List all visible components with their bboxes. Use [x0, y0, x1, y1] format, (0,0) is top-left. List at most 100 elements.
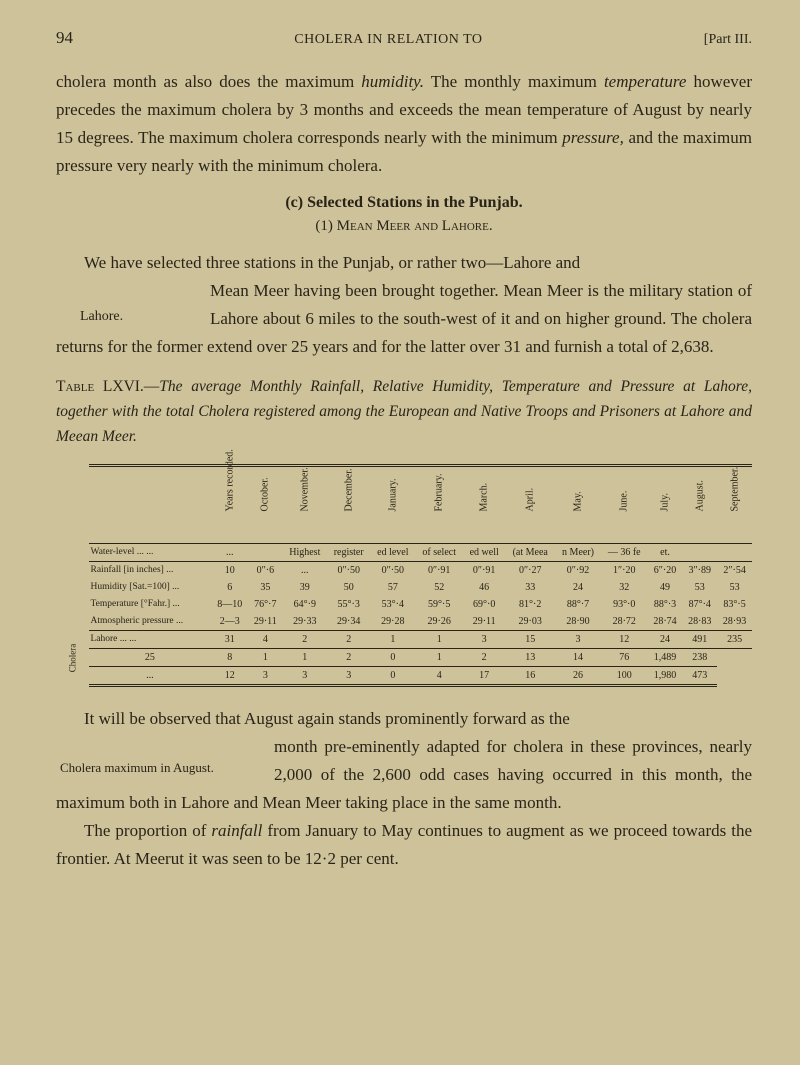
cell: 3	[327, 666, 370, 685]
cell: 76°·7	[248, 596, 282, 613]
cell: 6	[211, 579, 248, 596]
cell: 49	[648, 579, 683, 596]
cell: 53	[717, 579, 752, 596]
cell: 0	[370, 648, 415, 666]
cell: 0″·91	[415, 561, 463, 579]
col-may: May.	[555, 465, 601, 543]
cell: 52	[415, 579, 463, 596]
row-label: Water-level ... ...	[89, 543, 212, 561]
cell: 88°·3	[648, 596, 683, 613]
cell: ...	[89, 666, 212, 685]
col-jun: June.	[601, 465, 648, 543]
cell: 3	[248, 666, 282, 685]
cell: 238	[682, 648, 717, 666]
table-row: Humidity [Sat.=100] ...63539505752463324…	[56, 579, 752, 596]
section-c-heading: (c) Selected Stations in the Punjab.	[56, 194, 752, 212]
cell: 33	[505, 579, 555, 596]
italic-temperature: temperature	[604, 72, 686, 91]
cell: 14	[555, 648, 601, 666]
section-1-heading: (1) Mean Meer and Lahore.	[56, 218, 752, 235]
col-feb: February.	[415, 465, 463, 543]
cell: 26	[555, 666, 601, 685]
table-row: Rainfall [in inches] ...100″·6...0″·500″…	[56, 561, 752, 579]
table-row: 2581120121314761,489238	[56, 648, 752, 666]
cell: 10	[211, 561, 248, 579]
col-blank	[89, 465, 212, 543]
paragraph-3: It will be observed that August again st…	[56, 705, 752, 733]
cell: 29·33	[282, 613, 327, 631]
cell: 3″·89	[682, 561, 717, 579]
cell: 93°·0	[601, 596, 648, 613]
text: cholera month as also does the maximum	[56, 72, 361, 91]
cell: 3	[555, 630, 601, 648]
italic-humidity: humidity.	[361, 72, 424, 91]
cell: 29·03	[505, 613, 555, 631]
col-jan: January.	[370, 465, 415, 543]
cell: 28·90	[555, 613, 601, 631]
data-table: Years recorded. October. November. Decem…	[56, 464, 752, 687]
cell: 0″·6	[248, 561, 282, 579]
table-row: ...12333041716261001,980473	[56, 666, 752, 685]
col-dec: December.	[327, 465, 370, 543]
cell: 39	[282, 579, 327, 596]
cell: 15	[505, 630, 555, 648]
cell: 2	[463, 648, 505, 666]
cell: 1	[248, 648, 282, 666]
cell: 17	[463, 666, 505, 685]
cell: 1,980	[648, 666, 683, 685]
cell: 2	[282, 630, 327, 648]
margin-label-lahore: Lahore.	[80, 305, 200, 328]
cell: 1″·20	[601, 561, 648, 579]
cell: 1	[415, 648, 463, 666]
cell: 50	[327, 579, 370, 596]
cell: 29·11	[248, 613, 282, 631]
col-sep: September.	[717, 465, 752, 543]
cell: 83°·5	[717, 596, 752, 613]
cell: 0″·92	[555, 561, 601, 579]
cell: register	[327, 543, 370, 561]
cell: 24	[555, 579, 601, 596]
cell: 12	[211, 666, 248, 685]
cell: 0″·50	[327, 561, 370, 579]
table-row: Temperature [°Fahr.] ...8—1076°·764°·955…	[56, 596, 752, 613]
cell: 2	[327, 648, 370, 666]
cell	[717, 543, 752, 561]
cell: 8—10	[211, 596, 248, 613]
cell: — 36 fe	[601, 543, 648, 561]
paragraph-2-cont: Lahore. Mean Meer having been brought to…	[56, 277, 752, 361]
cell: 235	[717, 630, 752, 648]
cell: 3	[463, 630, 505, 648]
cell: 0″·91	[463, 561, 505, 579]
cell	[248, 543, 282, 561]
table-label: Table LXVI.—	[56, 378, 159, 395]
col-jul: July.	[648, 465, 683, 543]
cell: 53	[682, 579, 717, 596]
running-title: CHOLERA IN RELATION TO	[294, 32, 482, 48]
text: The proportion of	[84, 821, 211, 840]
cell: 32	[601, 579, 648, 596]
cell: 12	[601, 630, 648, 648]
table-row: Atmospheric pressure ...2—329·1129·3329·…	[56, 613, 752, 631]
cell: 29·28	[370, 613, 415, 631]
cell: 2″·54	[717, 561, 752, 579]
cell: 57	[370, 579, 415, 596]
cell: 55°·3	[327, 596, 370, 613]
cell: 59°·5	[415, 596, 463, 613]
table-caption: Table LXVI.—The average Monthly Rainfall…	[56, 375, 752, 449]
cell: of select	[415, 543, 463, 561]
cell	[682, 543, 717, 561]
cell: 87°·4	[682, 596, 717, 613]
col-nov: November.	[282, 465, 327, 543]
cell: 473	[682, 666, 717, 685]
margin-label-cholera-max: Cholera maximum in August.	[60, 757, 260, 778]
cell: 29·26	[415, 613, 463, 631]
cell: 88°·7	[555, 596, 601, 613]
cell: ed well	[463, 543, 505, 561]
cell: 100	[601, 666, 648, 685]
page-number: 94	[56, 28, 73, 48]
cell: 25	[89, 648, 212, 666]
cell: 2	[327, 630, 370, 648]
cell: 6″·20	[648, 561, 683, 579]
cell: 4	[415, 666, 463, 685]
cell: 81°·2	[505, 596, 555, 613]
